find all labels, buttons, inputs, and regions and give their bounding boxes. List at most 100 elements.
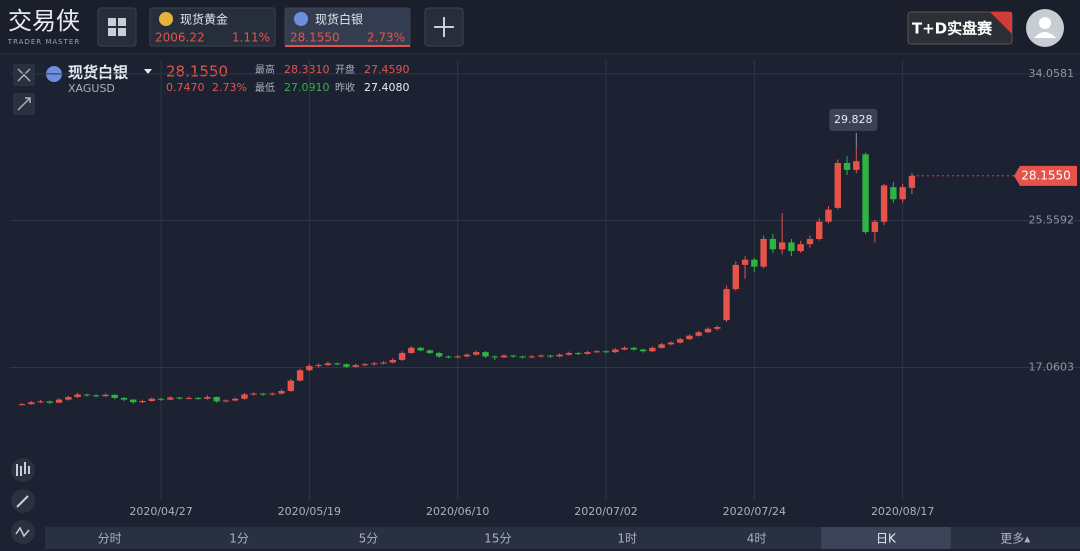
candle-body bbox=[148, 398, 155, 402]
tab-change: 1.11% bbox=[232, 31, 270, 45]
candle-body bbox=[306, 365, 313, 371]
candle-body bbox=[537, 355, 545, 357]
candle-body bbox=[621, 347, 628, 350]
tab-icon bbox=[159, 12, 173, 26]
candle-body bbox=[259, 393, 267, 395]
tab-price: 2006.22 bbox=[155, 31, 205, 45]
candle-body bbox=[482, 352, 489, 357]
candle-body bbox=[65, 397, 72, 400]
candle-body bbox=[204, 397, 211, 399]
close-icon bbox=[17, 68, 31, 82]
period-tab[interactable]: 更多▴ bbox=[1000, 532, 1030, 546]
candle-body bbox=[834, 162, 841, 208]
line-icon bbox=[15, 526, 30, 538]
period-selected bbox=[821, 527, 951, 549]
tab-icon bbox=[294, 12, 308, 26]
period-tab[interactable]: 分时 bbox=[98, 532, 122, 546]
add-button[interactable] bbox=[424, 7, 464, 47]
candle-body bbox=[630, 347, 638, 350]
quote-change: 0.7470 bbox=[166, 81, 205, 94]
candle-body bbox=[167, 397, 174, 400]
candle-body bbox=[371, 363, 378, 365]
candle-body bbox=[157, 398, 165, 400]
candle-body bbox=[398, 352, 406, 360]
candle-body bbox=[695, 332, 702, 336]
candle-body bbox=[139, 401, 146, 403]
candle-body bbox=[788, 242, 795, 252]
candle-body bbox=[565, 352, 573, 355]
candle-body bbox=[676, 339, 684, 343]
quote-name: 现货白银 bbox=[68, 64, 129, 82]
candle-body bbox=[278, 390, 285, 394]
candle-body bbox=[417, 347, 424, 351]
candle-body bbox=[111, 394, 118, 398]
candle-body bbox=[667, 342, 675, 345]
candle-body bbox=[380, 362, 387, 364]
candle-body bbox=[825, 209, 832, 222]
avatar[interactable] bbox=[1026, 9, 1064, 47]
candle-body bbox=[584, 352, 591, 354]
candle-body bbox=[704, 328, 712, 333]
quote-change-pct: 2.73% bbox=[212, 81, 247, 94]
period-tab[interactable]: 1分 bbox=[229, 532, 249, 546]
symbol-tab[interactable]: 现货黄金 2006.22 1.11% bbox=[149, 7, 276, 47]
tab-bg bbox=[149, 7, 276, 47]
candle-body bbox=[120, 397, 128, 400]
high-label-bg bbox=[829, 108, 878, 131]
stat-value: 28.3310 bbox=[284, 63, 330, 76]
grid-button[interactable] bbox=[97, 7, 137, 47]
quote-dropdown[interactable] bbox=[144, 69, 152, 74]
period-label: 5分 bbox=[359, 532, 379, 546]
period-tab[interactable]: 15分 bbox=[484, 532, 511, 546]
line-tool[interactable] bbox=[11, 520, 35, 544]
candle-body bbox=[333, 363, 341, 365]
candle-body bbox=[435, 352, 443, 357]
candle-body bbox=[612, 349, 619, 353]
tab-name: 现货黄金 bbox=[180, 12, 228, 27]
candle-body bbox=[176, 397, 183, 399]
candle-body bbox=[760, 238, 767, 267]
indicator-tool[interactable] bbox=[11, 458, 35, 482]
badge[interactable]: T+D实盘赛 bbox=[907, 11, 1013, 45]
period-tab[interactable]: 1时 bbox=[617, 532, 637, 546]
candle-body bbox=[890, 187, 897, 200]
candle-body bbox=[778, 242, 786, 250]
candle-body bbox=[473, 352, 480, 355]
period-label: 15分 bbox=[484, 532, 511, 546]
candle-body bbox=[445, 356, 452, 358]
candle-body bbox=[556, 354, 563, 357]
y-tick-label: 25.5592 bbox=[1029, 214, 1075, 227]
period-tab[interactable]: 5分 bbox=[359, 532, 379, 546]
candle-body bbox=[649, 347, 656, 352]
candle-body bbox=[510, 355, 517, 357]
candle-body bbox=[232, 398, 239, 401]
candle-body bbox=[880, 185, 888, 222]
candle-body bbox=[797, 244, 804, 252]
candle-body bbox=[723, 289, 730, 321]
candle-body bbox=[908, 175, 916, 188]
period-tab[interactable]: 4时 bbox=[747, 532, 767, 546]
candle-body bbox=[862, 154, 869, 233]
candle-body bbox=[194, 397, 202, 399]
x-tick-label: 2020/06/10 bbox=[426, 505, 489, 518]
candle-body bbox=[871, 221, 879, 233]
period-label: 1时 bbox=[617, 532, 637, 546]
symbol-tab[interactable]: 现货白银 28.1550 2.73% bbox=[284, 7, 411, 47]
high-label: 29.828 bbox=[834, 113, 873, 126]
candle-body bbox=[222, 400, 230, 402]
candle-body bbox=[269, 393, 276, 395]
candle-body bbox=[658, 344, 665, 348]
period-label: 1分 bbox=[229, 532, 249, 546]
x-tick-label: 2020/04/27 bbox=[129, 505, 192, 518]
stat-label: 昨收 bbox=[335, 81, 355, 94]
candle-body bbox=[528, 356, 536, 358]
candle-body bbox=[296, 370, 304, 381]
period-label: 分时 bbox=[98, 532, 122, 546]
candle-body bbox=[352, 365, 359, 367]
candle-body bbox=[287, 380, 295, 391]
candle-body bbox=[315, 365, 322, 367]
candle-body bbox=[491, 356, 498, 358]
period-tab[interactable]: 日K bbox=[821, 527, 951, 549]
